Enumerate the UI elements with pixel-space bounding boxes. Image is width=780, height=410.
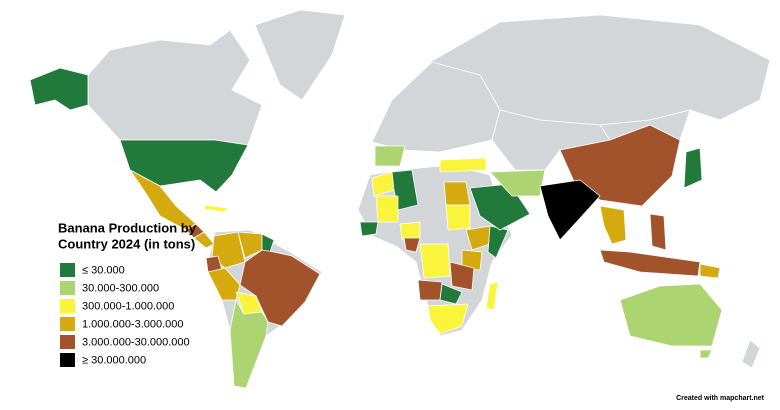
south-africa [427,303,469,335]
kenya [461,249,483,271]
legend-label: 300.000-1.000.000 [82,300,174,312]
legend-swatch [60,353,75,367]
canada [87,29,263,146]
legend-label: 30.000-300.000 [82,282,159,294]
legend-swatch [60,299,75,313]
japan [683,147,703,189]
legend-swatch [60,335,75,349]
turkey [439,157,487,173]
zambia [439,283,463,305]
alaska [29,67,89,111]
legend-label: 1.000.000-3.000.000 [82,318,184,330]
tanzania [449,261,475,291]
greenland [254,9,346,101]
australia [619,283,723,347]
cameroon [403,237,421,253]
brazil [239,249,321,327]
nigeria [399,221,421,241]
madagascar [485,281,499,311]
map-title: Country 2024 (in tons) [58,236,195,251]
countries [29,9,771,389]
tasmania [699,349,713,359]
legend-label: ≥ 30.000.000 [82,354,146,366]
legend-swatch [60,263,75,277]
mali [375,195,399,223]
credit: Created with mapchart.net [676,395,765,402]
legend-label: ≤ 30.000 [82,264,125,276]
cuba [203,204,229,213]
papua-new-guinea [699,263,721,279]
spain [374,145,406,167]
argentina-chile [229,299,269,389]
egypt [443,181,471,206]
thailand-vietnam [599,205,627,245]
legend: Banana Production by Country 2024 (in to… [58,220,197,367]
angola [417,279,443,301]
colombia [211,231,246,269]
legend-swatch [60,281,75,295]
philippines [649,213,667,251]
new-zealand [741,339,761,369]
indonesia [599,249,701,277]
drc [419,243,451,279]
map-title: Banana Production by [58,220,197,235]
india [539,179,601,241]
legend-swatch [60,317,75,331]
algeria [391,169,419,211]
sudan [445,204,471,231]
iran [489,169,546,197]
legend-label: 3.000.000-30.000.000 [82,336,190,348]
guinea [359,221,379,237]
